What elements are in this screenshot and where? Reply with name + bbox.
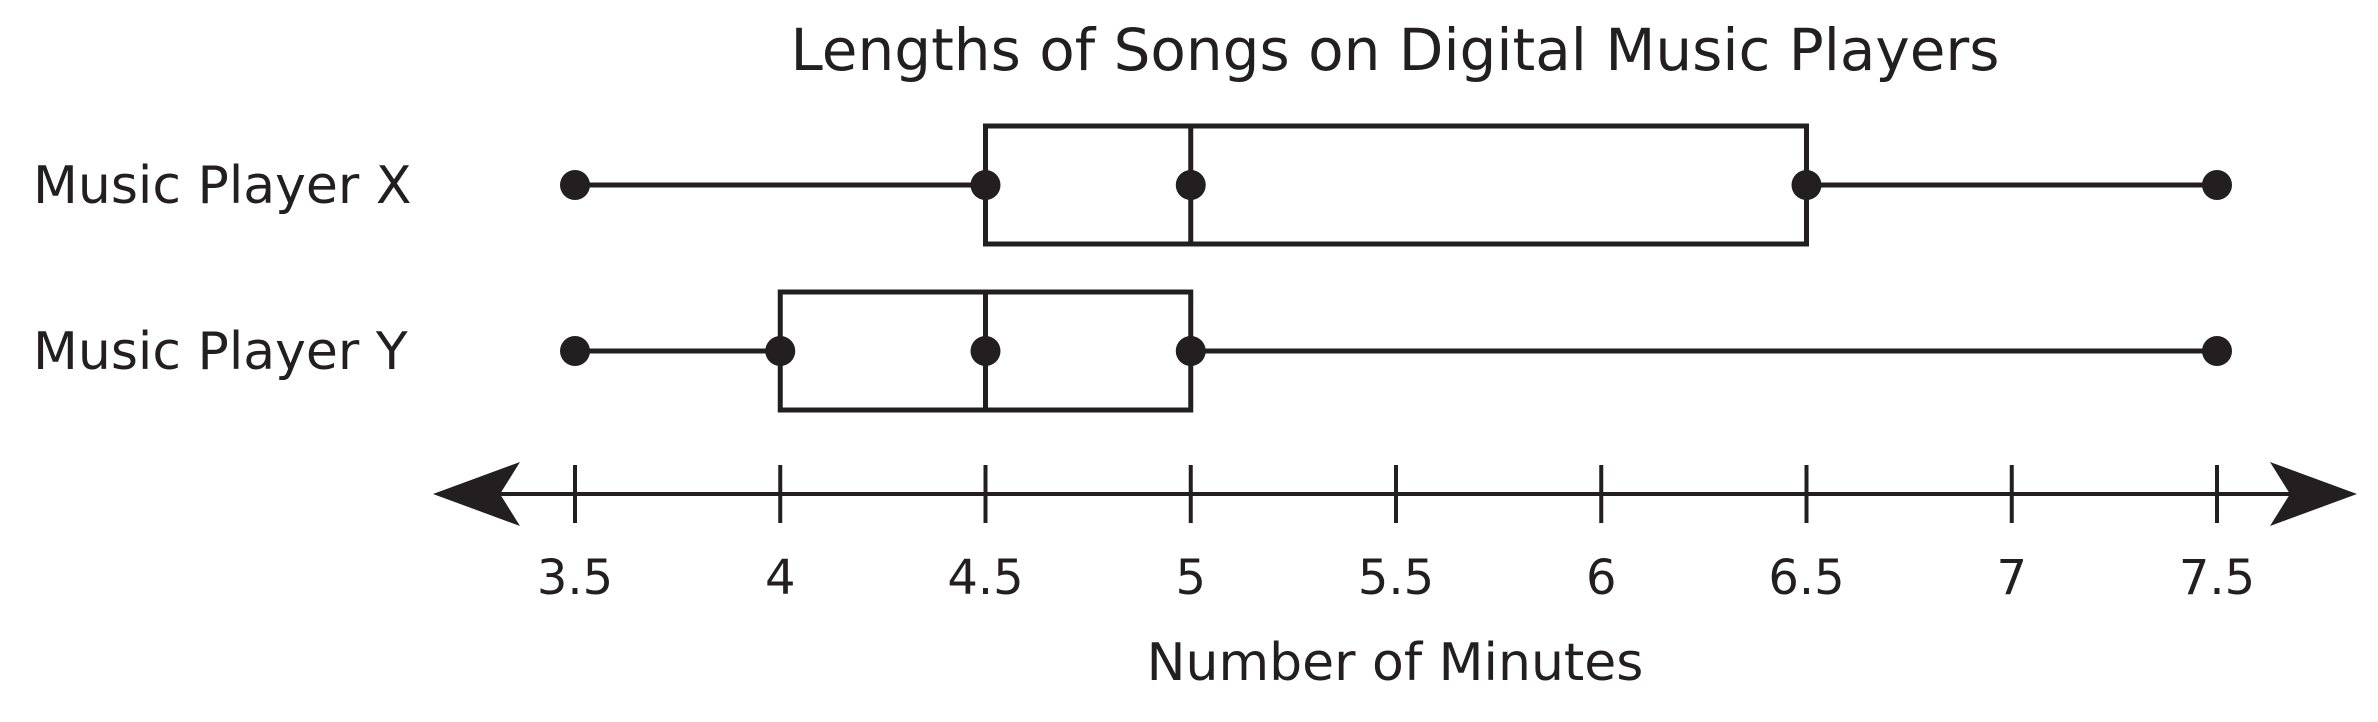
q1-point — [970, 170, 1001, 200]
right-arrow-icon — [2270, 462, 2357, 526]
chart-title: Lengths of Songs on Digital Music Player… — [791, 16, 2000, 84]
max-point — [2202, 170, 2232, 200]
median-point — [1175, 170, 1206, 200]
x-axis-label: Number of Minutes — [1147, 633, 1644, 693]
tick-label: 7 — [1996, 550, 2027, 606]
tick-label: 4.5 — [947, 550, 1023, 606]
q3-point — [1791, 170, 1822, 200]
q3-point — [1175, 336, 1206, 366]
tick-label: 6.5 — [1768, 550, 1844, 606]
category-label: Music Player X — [33, 156, 411, 216]
max-point — [2202, 336, 2232, 366]
tick-label: 4 — [765, 550, 796, 606]
x-axis: 3.5 4 4.5 5 5.5 6 6.5 7 7.5 — [433, 462, 2357, 606]
category-label: Music Player Y — [33, 322, 408, 382]
tick-label: 5.5 — [1358, 550, 1434, 606]
tick-label: 5 — [1175, 550, 1206, 606]
tick-label: 3.5 — [537, 550, 613, 606]
box-plot-row: Music Player X — [33, 123, 2232, 247]
min-point — [560, 336, 590, 366]
q1-point — [765, 336, 796, 366]
median-point — [970, 336, 1001, 366]
box-plot-group: Music Player X Music Player Y — [33, 123, 2232, 413]
tick-label: 7.5 — [2179, 550, 2255, 606]
left-arrow-icon — [433, 462, 520, 526]
box-iqr — [983, 123, 1809, 247]
min-point — [560, 170, 590, 200]
box-plot-row: Music Player Y — [33, 289, 2232, 413]
tick-label: 6 — [1586, 550, 1617, 606]
